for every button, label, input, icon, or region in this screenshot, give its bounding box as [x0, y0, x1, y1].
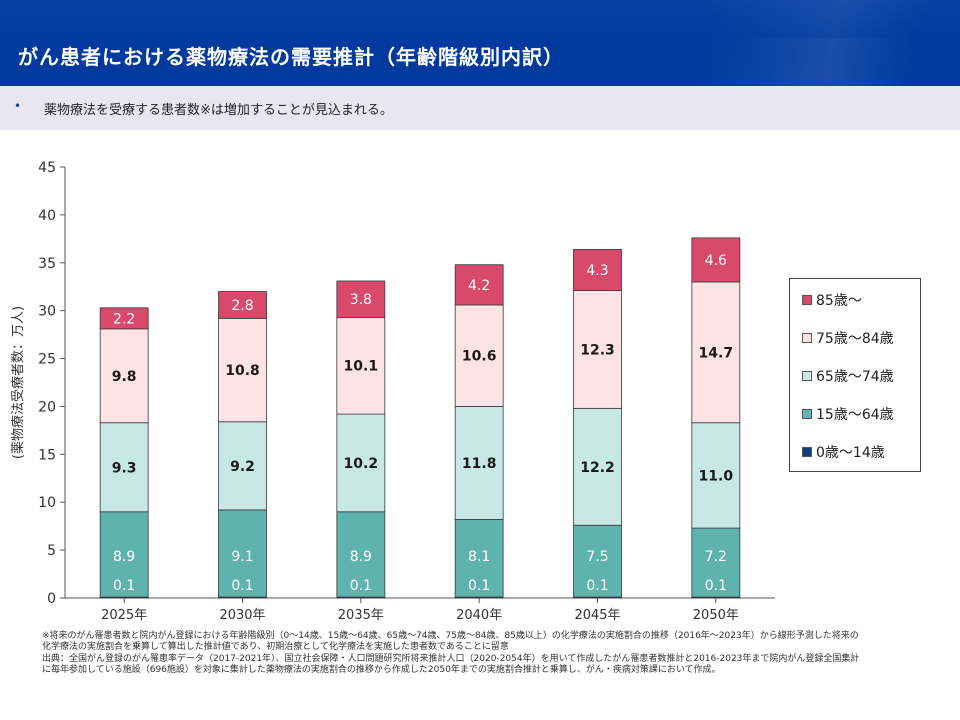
y-tick-label: 35 — [38, 256, 56, 272]
legend-item: 65歳～74歳 — [802, 366, 894, 386]
data-label: 2.2 — [113, 311, 135, 327]
data-label: 4.6 — [705, 253, 727, 269]
y-tick-label: 45 — [38, 160, 56, 176]
legend-swatch — [802, 333, 812, 343]
y-tick-label: 10 — [38, 495, 56, 511]
x-tick-label: 2035年 — [338, 608, 384, 623]
data-label: 10.1 — [344, 359, 379, 375]
data-label: 12.3 — [580, 342, 615, 358]
bar-segment — [99, 307, 149, 330]
data-label: 11.0 — [699, 468, 734, 484]
data-label: 7.2 — [705, 549, 727, 565]
legend-item: 75歳～84歳 — [802, 328, 894, 348]
footnote-line: 化学療法の実施割合を乗算して算出した推計値であり、初期治療として化学療法を実施し… — [42, 642, 509, 653]
y-tick-label: 0 — [47, 591, 56, 607]
bar-segment — [573, 248, 622, 291]
legend-item: 0歳～14歳 — [802, 442, 885, 462]
bar-segment — [336, 316, 386, 415]
bar-segment — [691, 527, 741, 598]
y-tick-label: 25 — [38, 352, 56, 368]
legend-swatch — [802, 371, 812, 381]
data-label: 9.2 — [230, 459, 255, 475]
legend-swatch — [802, 409, 812, 419]
data-label: 12.2 — [580, 460, 615, 476]
data-label: 10.2 — [344, 456, 379, 472]
x-tick-label: 2050年 — [693, 608, 739, 623]
chart-legend: 85歳～ 75歳～84歳 65歳～74歳 15歳～64歳 0歳～14歳 — [789, 278, 921, 472]
bar-segment — [573, 407, 622, 526]
legend-label: 0歳～14歳 — [816, 445, 885, 461]
bar-segment — [218, 509, 267, 598]
legend-item: 85歳～ — [802, 290, 862, 310]
data-label: 14.7 — [699, 345, 734, 361]
bar-segment — [573, 524, 622, 598]
footnote-line: 出典：全国がん登録のがん罹患率データ（2017-2021年）、国立社会保障・人口… — [42, 653, 860, 664]
x-tick-label: 2045年 — [574, 608, 620, 623]
bar-segment — [454, 519, 504, 598]
bar-segment — [454, 406, 504, 520]
legend-label: 85歳～ — [816, 293, 862, 309]
page-title: がん患者における薬物療法の需要推計（年齢階級別内訳） — [18, 45, 564, 69]
bullet-icon: • — [14, 99, 22, 113]
legend-item: 15歳～64歳 — [802, 404, 894, 424]
bar-segment — [691, 237, 741, 283]
y-tick-label: 15 — [38, 447, 56, 463]
bar-segment — [454, 264, 504, 306]
legend-swatch — [802, 447, 812, 457]
data-label: 10.8 — [225, 363, 260, 379]
bar-segment — [218, 421, 267, 511]
data-label: 0.1 — [586, 578, 608, 594]
bar-segment — [218, 291, 267, 319]
bar-segment — [691, 422, 741, 529]
footnote-line: に毎年参加している施設（696施設）を対象に集計した薬物療法の実施割合の推移から… — [42, 664, 721, 675]
data-label: 8.9 — [113, 549, 135, 565]
title-banner: がん患者における薬物療法の需要推計（年齢階級別内訳） — [0, 0, 960, 86]
x-tick-label: 2030年 — [219, 608, 265, 623]
bar-segment — [336, 413, 386, 513]
bar-segment — [99, 511, 149, 598]
y-tick-label: 5 — [47, 543, 56, 559]
data-label: 0.1 — [113, 578, 135, 594]
y-tick-label: 30 — [38, 304, 56, 320]
bar-segment — [691, 281, 741, 424]
data-label: 9.1 — [231, 549, 253, 565]
summary-bar: • 薬物療法を受療する患者数※は増加することが見込まれる。 — [0, 86, 960, 130]
data-label: 2.8 — [231, 298, 253, 314]
data-label: 7.5 — [586, 549, 608, 565]
legend-swatch — [802, 295, 812, 305]
data-label: 9.3 — [112, 460, 137, 476]
legend-label: 75歳～84歳 — [816, 331, 894, 347]
summary-text: 薬物療法を受療する患者数※は増加することが見込まれる。 — [44, 103, 393, 118]
data-label: 10.6 — [462, 349, 497, 365]
legend-label: 65歳～74歳 — [816, 369, 894, 385]
bar-segment — [454, 304, 504, 407]
data-label: 11.8 — [462, 456, 497, 472]
footnotes: ※将来のがん罹患者数と院内がん登録における年齢階級別（0～14歳、15歳～64歳… — [42, 631, 957, 676]
data-label: 3.8 — [350, 292, 372, 308]
data-label: 8.1 — [468, 549, 490, 565]
x-tick-label: 2025年 — [101, 608, 147, 623]
data-label: 0.1 — [468, 578, 490, 594]
data-label: 0.1 — [231, 578, 253, 594]
data-label: 9.8 — [112, 369, 137, 385]
y-tick-label: 40 — [38, 208, 56, 224]
x-tick-label: 2040年 — [456, 608, 502, 623]
data-label: 4.2 — [468, 278, 490, 294]
bar-segment — [336, 280, 386, 318]
data-label: 0.1 — [350, 578, 372, 594]
bar-segment — [99, 328, 149, 424]
y-axis-label: (薬物療法受療者数：万人) — [11, 306, 26, 459]
footnote-line: ※将来のがん罹患者数と院内がん登録における年齢階級別（0～14歳、15歳～64歳… — [42, 631, 859, 641]
data-label: 0.1 — [705, 578, 727, 594]
bar-segment — [99, 422, 149, 513]
legend-label: 15歳～64歳 — [816, 407, 894, 423]
data-label: 8.9 — [350, 549, 372, 565]
data-label: 4.3 — [586, 263, 608, 279]
y-tick-label: 20 — [38, 399, 56, 415]
